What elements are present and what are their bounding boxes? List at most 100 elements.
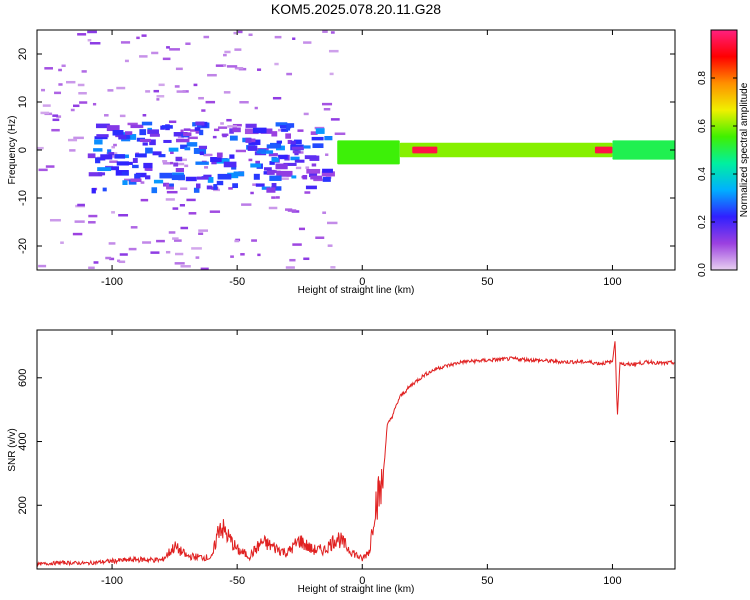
spectrogram-blob [122,180,128,185]
spectrogram-blob [222,64,227,67]
snr-x-label: Height of straight line (km) [298,584,415,595]
spectrogram-blob [93,148,103,152]
spectrogram-blob [158,83,165,87]
spectrogram-blob [67,138,78,142]
spectrogram-blob [324,135,333,141]
spectrogram-blob [216,180,224,186]
spectrogram-blob [281,177,289,180]
spectrogram-blob [121,171,128,175]
spectrogram-band [594,146,613,154]
spectrogram-blob [143,162,153,169]
spectrogram-blob [95,158,101,164]
spectrogram-blob [213,188,220,192]
spectrogram-blob [107,149,112,155]
spectrogram-blob [292,150,301,154]
spectrogram-blob [168,231,176,234]
spectrogram-blob [269,161,275,165]
snr-x-ticks: -100 -50 0 50 100 [101,330,622,587]
spectrogram-x-ticks: -100 -50 0 50 100 [101,30,622,288]
spectrogram-blob [89,42,101,45]
spectrogram-blob [268,206,278,210]
spectrogram-blob [261,186,271,190]
spectrogram-blob [241,203,252,206]
spectrogram-blob [97,167,112,172]
spectrogram-blob [229,128,234,134]
spectrogram-blob [306,168,321,174]
spectrogram-blob [93,261,99,264]
spectrogram-blob [91,188,96,194]
spectrogram-blob [180,226,189,230]
spectrogram-blob [287,209,297,212]
spectrogram-blob [142,142,148,146]
spectrogram-blob [278,154,288,160]
spectrogram-blob [315,128,325,134]
spectrogram-blob [251,239,257,242]
spectrogram-blob [244,128,259,135]
spectrogram-blob [186,142,198,147]
spectrogram-blob [151,187,158,194]
spectrogram-blob [271,131,278,137]
snr-y-ticks: 200 400 600 [17,369,675,514]
spectrogram-blob [66,80,76,84]
spectrogram-blob [176,90,186,93]
spectrogram-blob [171,174,185,181]
spectrogram-blob [54,91,62,95]
spectrogram-blob [152,151,162,156]
spectrogram-blob [140,181,145,184]
spectrogram-blob [216,158,230,164]
spectrogram-band [337,140,400,165]
spectrogram-blob [40,111,50,115]
spectrogram-blob [294,139,302,145]
spectrogram-blob [139,55,148,58]
spectrogram-blob [147,129,159,135]
spectrogram-blob [213,128,220,132]
spectrogram-blob [305,185,317,190]
colorbar-tick-label: 0.4 [697,167,708,181]
spectrogram-blob [286,123,295,128]
spectrogram-blob [206,185,213,190]
spectrogram-blob [191,247,202,250]
spectrogram-blob [233,31,237,35]
spectrogram-blob [130,178,142,182]
spectrogram-blob [226,65,238,68]
spectrogram-blob [281,128,289,132]
spectrogram-blob [330,266,336,269]
spectrogram-blob [275,196,280,199]
spectrogram-blob [149,139,156,146]
spectrogram-blob [235,149,247,153]
spectrogram-blob [118,134,127,140]
spectrogram-blob [49,218,61,222]
spectrogram-blob [257,68,262,71]
spectrogram-blob [271,157,279,163]
spectrogram-blob [172,207,179,210]
spectrogram-blob [180,265,191,268]
snr-series-line [37,341,675,567]
spectrogram-blob [170,161,174,165]
spectrogram-blob [159,172,173,179]
spectrogram-blob [156,95,165,98]
spectrogram-blob [111,211,115,214]
spectrogram-blob [87,38,92,42]
spectrogram-blob [139,129,147,136]
spectrogram-blob [94,139,103,145]
spectrogram-blob [248,33,253,37]
colorbar-tick-label: 0.0 [697,263,708,277]
spectrogram-blob [122,154,129,159]
spectrogram-blob [104,114,109,117]
spectrogram-blob [168,120,177,124]
spectrogram-blob [271,186,282,191]
spectrogram-y-tick-label: 10 [17,96,29,108]
spectrogram-blob [263,171,270,175]
spectrogram-blob [175,252,184,256]
spectrogram-y-tick-label: -20 [17,238,29,254]
spectrogram-blob [223,161,237,168]
spectrogram-blob [88,214,98,218]
spectrogram-blob [234,239,240,243]
spectrogram-blob [72,104,80,108]
spectrogram-blob [323,107,331,111]
spectrogram-blob [322,102,333,106]
spectrogram-blob [109,155,118,158]
spectrogram-blob [303,112,309,116]
spectrogram-blob [140,198,149,202]
